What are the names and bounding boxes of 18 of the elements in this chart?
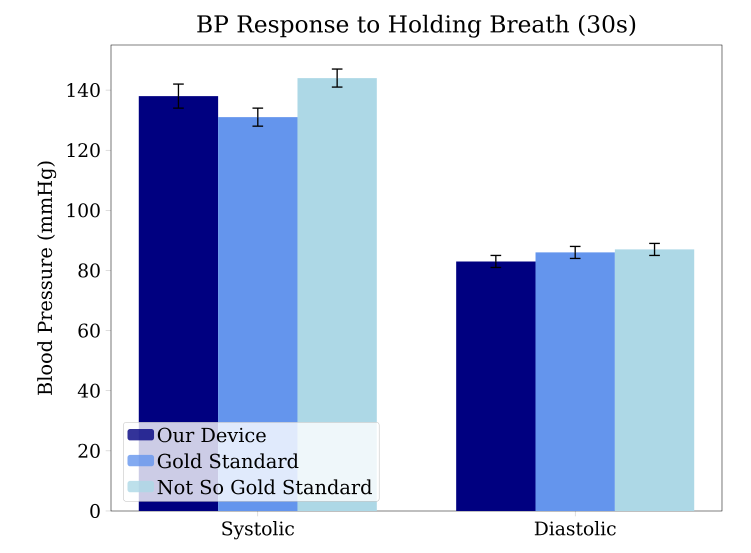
legend-label: Gold Standard bbox=[158, 453, 298, 468]
y-axis-title: Blood Pressure (mmHg) bbox=[37, 162, 56, 395]
chart-title: BP Response to Holding Breath (30s) bbox=[197, 14, 636, 38]
y-tick-label: 20 bbox=[78, 444, 100, 458]
y-tick-label: 60 bbox=[78, 324, 100, 338]
y-tick-label: 0 bbox=[90, 504, 100, 518]
legend-label: Not So Gold Standard bbox=[158, 479, 372, 494]
y-tick-label: 40 bbox=[78, 384, 100, 398]
bar bbox=[536, 252, 615, 511]
bar bbox=[456, 261, 536, 511]
x-tick-label: Systolic bbox=[222, 521, 294, 540]
x-tick-label: Diastolic bbox=[534, 521, 616, 536]
legend-label: Our Device bbox=[158, 428, 266, 442]
y-tick-label: 100 bbox=[68, 203, 100, 218]
bar bbox=[614, 249, 694, 511]
y-tick-label: 140 bbox=[68, 83, 100, 98]
y-tick-label: 80 bbox=[78, 263, 100, 278]
y-tick-label: 120 bbox=[68, 143, 100, 158]
